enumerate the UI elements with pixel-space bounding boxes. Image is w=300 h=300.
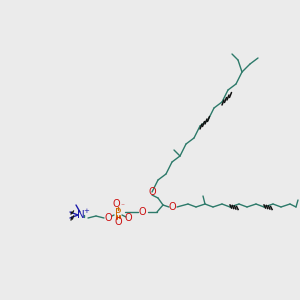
Text: ⁻: ⁻ — [120, 202, 124, 211]
Text: +: + — [83, 208, 89, 214]
Text: O: O — [168, 202, 176, 212]
Text: N: N — [77, 210, 85, 220]
Text: O: O — [138, 207, 146, 217]
Text: O: O — [104, 213, 112, 223]
Text: O: O — [124, 213, 132, 223]
Text: O: O — [148, 187, 156, 197]
Text: P: P — [115, 208, 121, 218]
Text: O: O — [112, 199, 120, 209]
Text: O: O — [114, 217, 122, 227]
